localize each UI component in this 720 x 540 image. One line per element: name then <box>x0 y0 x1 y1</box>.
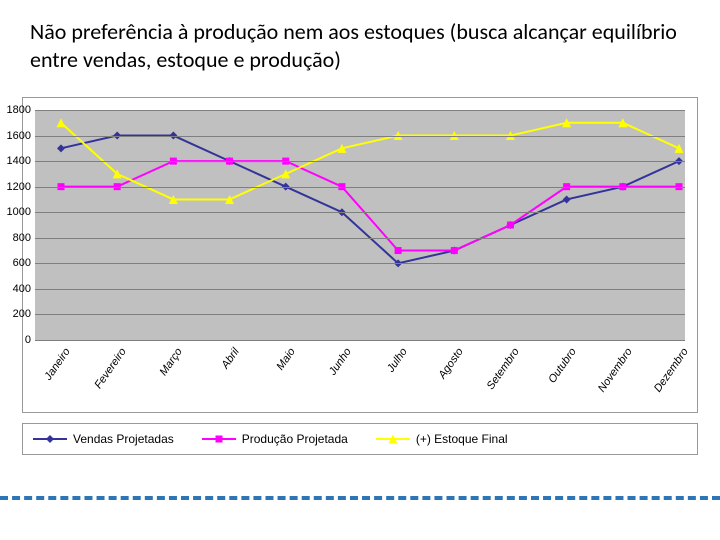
x-tick-label: Abril <box>219 346 241 371</box>
y-tick-label: 400 <box>13 283 35 295</box>
page-title: Não preferência à produção nem aos estoq… <box>0 0 720 79</box>
legend-swatch <box>376 432 410 446</box>
legend-swatch <box>33 432 67 446</box>
gridline <box>35 212 685 213</box>
gridline <box>35 263 685 264</box>
x-tick-label: Julho <box>385 346 410 374</box>
legend-label: Produção Projetada <box>242 432 348 446</box>
gridline <box>35 136 685 137</box>
x-tick-label: Outubro <box>546 346 579 385</box>
legend-item: (+) Estoque Final <box>376 432 508 446</box>
legend-item: Vendas Projetadas <box>33 432 174 446</box>
x-tick-label: Agosto <box>437 346 466 381</box>
x-tick-label: Maio <box>274 346 298 372</box>
y-tick-label: 1600 <box>7 130 35 142</box>
legend-swatch <box>202 432 236 446</box>
y-tick-label: 1000 <box>7 206 35 218</box>
gridline <box>35 187 685 188</box>
chart-svg <box>35 110 685 340</box>
gridline <box>35 314 685 315</box>
y-tick-label: 1800 <box>7 104 35 116</box>
series-line <box>61 136 679 264</box>
gridline <box>35 289 685 290</box>
y-tick-label: 1200 <box>7 181 35 193</box>
gridline <box>35 238 685 239</box>
x-tick-label: Janeiro <box>42 346 73 382</box>
gridline <box>35 161 685 162</box>
y-tick-label: 800 <box>13 232 35 244</box>
x-axis-labels: Janeiro Fevereiro Março Abril Maio Junho Julho… <box>35 340 685 412</box>
y-tick-label: 0 <box>25 334 35 346</box>
legend-item: Produção Projetada <box>202 432 348 446</box>
x-tick-label: Março <box>158 346 185 378</box>
y-tick-label: 600 <box>13 257 35 269</box>
plot-area: 020040060080010001200140016001800 <box>35 110 685 340</box>
gridline <box>35 110 685 111</box>
x-tick-label: Setembro <box>485 346 522 392</box>
legend: Vendas Projetadas Produção Projetada (+) E… <box>22 423 698 455</box>
x-tick-label: Dezembro <box>652 346 691 394</box>
footer-dashed-line <box>0 496 720 500</box>
y-tick-label: 200 <box>13 308 35 320</box>
x-tick-label: Fevereiro <box>93 346 129 391</box>
y-tick-label: 1400 <box>7 155 35 167</box>
legend-label: (+) Estoque Final <box>416 432 508 446</box>
chart-container: 020040060080010001200140016001800 Janeir… <box>22 97 698 413</box>
x-tick-label: Junho <box>327 346 354 377</box>
x-tick-label: Novembro <box>596 346 635 394</box>
legend-label: Vendas Projetadas <box>73 432 174 446</box>
